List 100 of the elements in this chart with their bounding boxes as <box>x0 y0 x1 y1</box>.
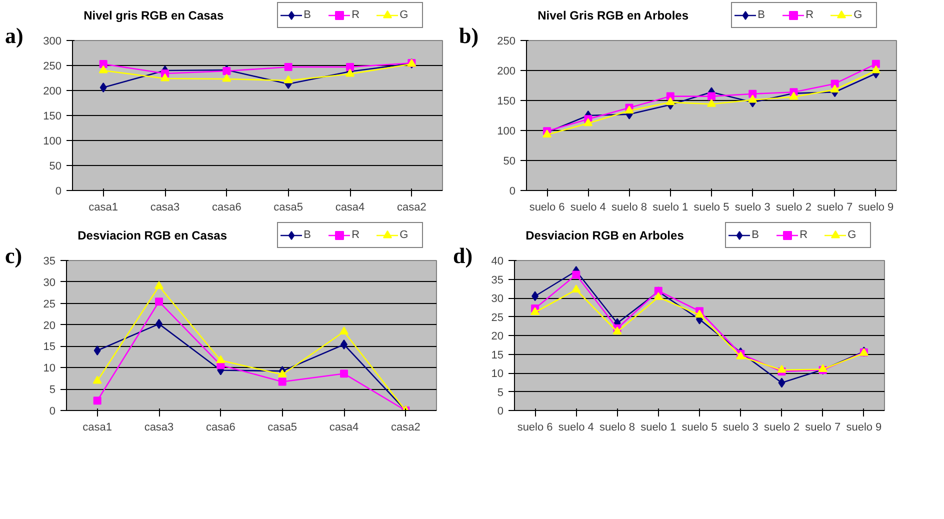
x-tick-label: suelo 3 <box>734 202 770 214</box>
point <box>94 346 101 356</box>
chart-title: Desviacion RGB en Casas <box>78 228 228 242</box>
point <box>222 74 232 82</box>
y-tick-label: 25 <box>491 312 504 324</box>
y-tick-label: 100 <box>497 126 516 138</box>
legend-label: G <box>854 9 864 21</box>
x-tick-label: suelo 5 <box>682 422 718 434</box>
x-tick-label: suelo 2 <box>764 422 800 434</box>
x-tick-label: casa5 <box>274 202 304 214</box>
point <box>160 73 170 82</box>
y-tick-label: 0 <box>49 406 56 418</box>
x-tick-label: suelo 8 <box>600 422 636 434</box>
legend-label: G <box>400 229 410 241</box>
point <box>654 292 663 300</box>
x-tick-label: suelo 7 <box>817 202 853 214</box>
legend-label: R <box>352 229 361 241</box>
point <box>340 340 348 350</box>
legend-label: R <box>352 9 361 21</box>
legend-label: R <box>806 9 815 21</box>
x-tick-label: casa4 <box>329 422 359 434</box>
legend-label: B <box>752 229 760 241</box>
point <box>284 75 293 84</box>
point <box>346 63 354 71</box>
point <box>340 326 348 334</box>
y-tick-label: 200 <box>497 66 516 78</box>
point <box>284 63 292 71</box>
x-tick-label: suelo 6 <box>529 202 565 214</box>
x-tick-label: suelo 2 <box>776 202 812 214</box>
point <box>572 270 580 279</box>
chart-title: Nivel gris RGB en Casas <box>84 8 224 22</box>
point <box>99 60 108 68</box>
point <box>93 396 102 405</box>
x-tick-label: suelo 9 <box>846 422 882 434</box>
text: c) <box>5 242 22 270</box>
point <box>872 60 880 68</box>
point <box>584 118 593 126</box>
chart-title: Nivel Gris RGB en Arboles <box>538 8 689 22</box>
legend-label: B <box>304 229 312 241</box>
y-tick-label: 0 <box>497 406 504 418</box>
point <box>530 307 540 316</box>
x-tick-label: casa2 <box>390 422 420 434</box>
y-tick-label: 10 <box>43 362 56 375</box>
x-tick-label: casa6 <box>206 422 236 434</box>
point <box>98 65 108 74</box>
y-tick-label: 150 <box>497 96 516 108</box>
legend-label: B <box>304 9 312 21</box>
y-tick-label: 30 <box>491 293 504 305</box>
x-tick-label: suelo 9 <box>858 202 894 214</box>
text: b) <box>459 22 479 50</box>
legend-label: G <box>400 9 410 21</box>
point <box>92 376 102 384</box>
x-tick-label: casa5 <box>268 422 298 434</box>
y-tick-label: 250 <box>497 36 516 48</box>
y-tick-label: 300 <box>43 36 62 48</box>
point <box>871 65 880 74</box>
point <box>542 130 552 138</box>
y-tick-label: 150 <box>43 110 62 122</box>
text: d) <box>453 242 473 270</box>
x-tick-label: casa6 <box>212 202 242 214</box>
legend-label: B <box>758 9 766 21</box>
x-tick-label: suelo 1 <box>652 202 688 214</box>
y-tick-label: 20 <box>491 330 504 342</box>
x-tick-label: casa3 <box>150 202 180 214</box>
y-tick-label: 200 <box>43 86 62 98</box>
legend-label: G <box>848 229 858 241</box>
point <box>340 370 348 378</box>
y-tick-label: 15 <box>491 349 504 362</box>
x-tick-label: suelo 8 <box>612 202 648 214</box>
y-tick-label: 0 <box>509 186 516 198</box>
point <box>532 291 539 302</box>
x-tick-label: casa1 <box>82 422 112 434</box>
text: a) <box>5 22 24 50</box>
y-tick-label: 40 <box>491 256 504 268</box>
point <box>155 298 163 306</box>
y-tick-label: 20 <box>43 320 56 332</box>
y-tick-label: 250 <box>43 60 62 72</box>
x-tick-label: casa4 <box>335 202 365 214</box>
y-tick-label: 35 <box>491 274 504 286</box>
point <box>707 98 716 107</box>
point <box>777 364 786 373</box>
y-tick-label: 0 <box>55 186 62 198</box>
point <box>666 97 675 106</box>
point <box>789 92 798 100</box>
point <box>572 284 581 293</box>
point <box>612 326 622 335</box>
point <box>748 94 758 103</box>
y-tick-label: 50 <box>503 156 516 168</box>
point <box>278 378 286 386</box>
x-tick-label: suelo 7 <box>805 422 841 434</box>
chart-title: Desviacion RGB en Arboles <box>526 228 684 242</box>
y-tick-label: 25 <box>43 298 56 310</box>
point <box>695 310 704 318</box>
point <box>154 281 164 290</box>
x-tick-label: casa1 <box>88 202 118 214</box>
legend-label: R <box>800 229 809 241</box>
x-tick-label: suelo 1 <box>640 422 676 434</box>
point <box>778 378 786 388</box>
y-tick-label: 5 <box>49 384 56 396</box>
y-tick-label: 10 <box>491 368 504 380</box>
